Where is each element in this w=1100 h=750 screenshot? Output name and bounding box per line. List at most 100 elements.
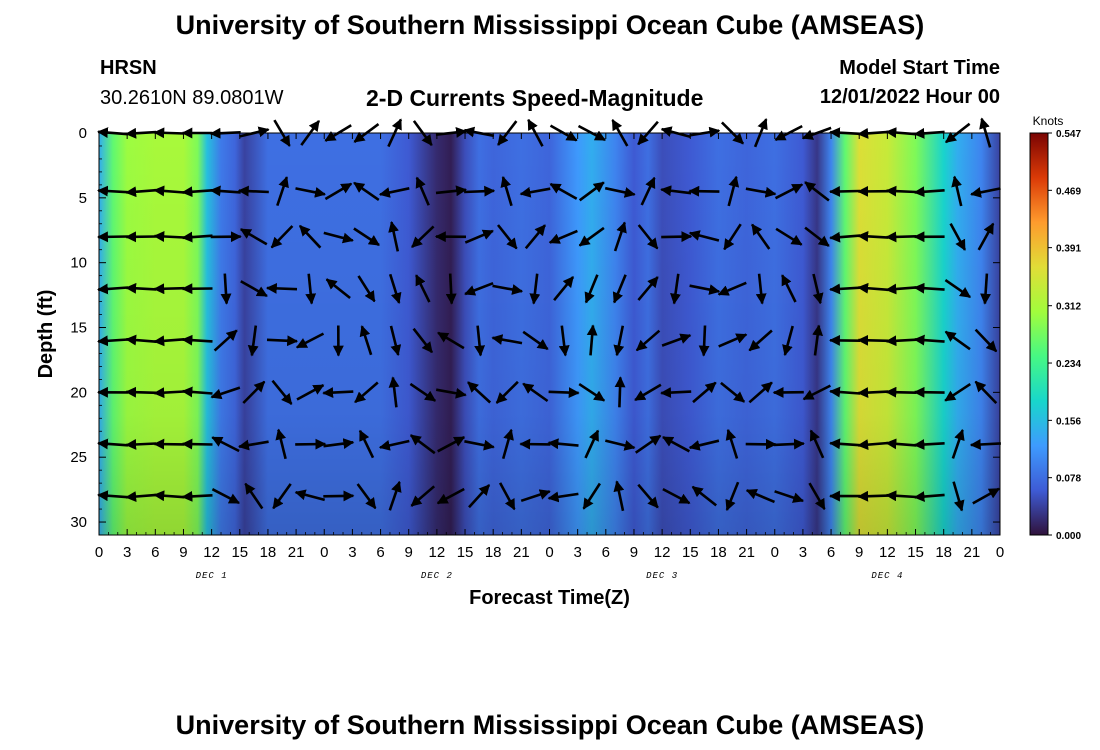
current-vector-arrow (829, 438, 861, 450)
current-vector-arrow (584, 429, 600, 459)
current-vector-arrow (388, 480, 402, 511)
current-vector-arrow (275, 428, 287, 460)
current-vector-arrow (558, 325, 570, 357)
current-vector-arrow (495, 380, 519, 404)
x-tick-label: 12 (654, 544, 671, 561)
x-tick-label: 9 (179, 544, 187, 561)
current-vector-arrow (209, 185, 241, 197)
depth-shading (99, 133, 1000, 535)
colorbar-tick-label: 0.078 (1056, 474, 1081, 485)
current-vector-arrow (294, 489, 326, 502)
current-vector-arrow (305, 273, 317, 305)
current-vector-arrow (612, 274, 627, 304)
current-vector-arrow (323, 490, 355, 502)
current-vector-arrow (239, 228, 268, 246)
current-vector-arrow (809, 429, 825, 459)
current-vector-arrow (670, 273, 681, 305)
current-vector-arrow (276, 176, 289, 207)
plot-subtitle: 2-D Currents Speed-Magnitude (366, 85, 704, 111)
model-start-label: Model Start Time (839, 57, 1000, 79)
current-vector-arrow (435, 185, 467, 197)
y-tick-label: 5 (79, 190, 87, 207)
current-vector-arrow (437, 436, 466, 453)
current-vector-arrow (464, 439, 495, 451)
current-vector-arrow (751, 223, 771, 250)
x-tick-label: 15 (682, 544, 699, 561)
y-tick-label: 20 (70, 384, 87, 401)
current-vector-arrow (474, 325, 486, 357)
station-name: HRSN (100, 57, 157, 79)
day-label: DEC 4 (871, 571, 903, 581)
current-vector-arrow (388, 221, 400, 252)
x-tick-label: 21 (288, 544, 305, 561)
current-vector-arrow (857, 490, 889, 502)
current-vector-arrow (125, 231, 157, 243)
current-vector-arrow (491, 334, 523, 345)
current-vector-arrow (467, 381, 492, 404)
current-vector-arrow (582, 482, 601, 510)
current-vector-arrow (812, 273, 824, 305)
x-tick-label: 9 (855, 544, 863, 561)
current-vector-arrow (974, 328, 998, 353)
current-vector-arrow (265, 282, 298, 294)
current-vector-arrow (437, 331, 465, 350)
current-vector-arrow (829, 386, 861, 398)
y-tick-label: 10 (70, 255, 87, 272)
current-vector-arrow (723, 223, 742, 251)
current-vector-arrow (944, 330, 971, 351)
current-vector-arrow (885, 335, 917, 347)
x-tick-label: 0 (996, 544, 1004, 561)
current-vector-arrow (691, 485, 718, 507)
colorbar-tick-label: 0.547 (1056, 129, 1081, 140)
current-vector-arrow (812, 324, 824, 356)
current-vector-arrow (125, 491, 157, 502)
x-tick-label: 0 (320, 544, 328, 561)
current-vector-arrow (637, 483, 659, 509)
current-vector-arrow (271, 379, 293, 405)
current-vector-arrow (972, 487, 1000, 505)
current-vector-arrow (242, 380, 266, 404)
current-vector-arrow (356, 483, 377, 510)
x-tick-label: 18 (260, 544, 277, 561)
current-vector-arrow (974, 380, 998, 405)
current-vector-arrow (464, 185, 496, 197)
x-tick-label: 18 (485, 544, 502, 561)
current-vector-arrow (524, 224, 546, 250)
current-vector-arrow (970, 187, 1001, 198)
current-vector-arrow (913, 439, 945, 450)
current-vector-arrow (662, 435, 691, 453)
current-vector-arrow (323, 231, 354, 244)
colorbar-tick-label: 0.234 (1056, 359, 1081, 370)
current-vector-arrow (913, 282, 945, 294)
current-vector-arrow (238, 439, 269, 451)
current-vector-arrow (211, 436, 240, 453)
x-tick-label: 3 (123, 544, 131, 561)
current-vector-arrow (97, 283, 129, 295)
current-vector-arrow (181, 231, 213, 243)
current-vector-arrow (357, 275, 376, 303)
current-vector-arrow (944, 383, 972, 402)
current-vector-arrow (952, 481, 965, 512)
current-vector-arrow (153, 387, 185, 399)
current-vector-arrow (720, 381, 746, 403)
current-vector-arrow (247, 325, 259, 357)
x-axis-label: Forecast Time(Z) (469, 587, 630, 609)
current-vector-arrow (266, 335, 299, 347)
station-coordinates: 30.2610N 89.0801W (100, 87, 284, 109)
current-vector-arrow (951, 428, 965, 459)
current-vector-arrow (634, 383, 662, 402)
current-vector-arrow (640, 176, 656, 206)
current-vector-arrow (857, 282, 889, 294)
current-vector-arrow (492, 284, 524, 295)
current-vector-arrow (885, 283, 917, 295)
current-vector-arrow (745, 489, 776, 504)
current-vector-arrow (464, 281, 494, 296)
current-vector-arrow (692, 381, 717, 404)
current-vector-arrow (411, 225, 435, 249)
x-tick-label: 12 (429, 544, 446, 561)
current-vector-arrow (270, 225, 294, 249)
current-vector-arrow (829, 186, 861, 197)
current-vector-arrow (125, 282, 157, 294)
x-tick-label: 12 (879, 544, 896, 561)
current-vector-arrow (913, 334, 945, 346)
